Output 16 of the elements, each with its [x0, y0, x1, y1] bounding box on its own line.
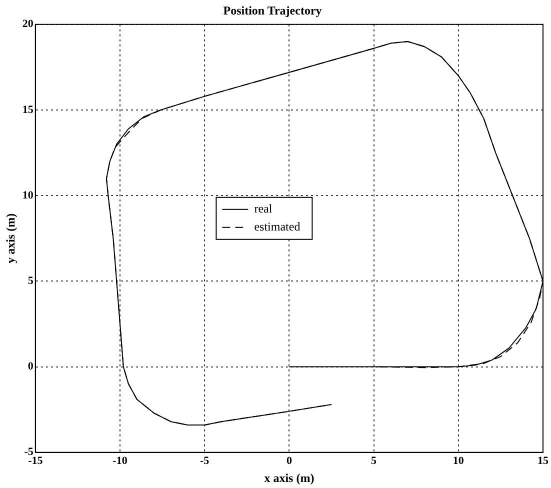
y-tick-label: 20 [22, 18, 34, 30]
y-axis-title: y axis (m) [3, 213, 18, 264]
x-tick-label: -5 [200, 454, 210, 467]
y-tick-label: 10 [22, 189, 34, 202]
y-tick-label: 5 [28, 275, 34, 288]
x-tick-label: -10 [112, 454, 128, 467]
legend-label: estimated [254, 220, 300, 234]
x-tick-label: 10 [452, 454, 464, 467]
legend-label: real [254, 202, 273, 216]
chart-title: Position Trajectory [223, 3, 322, 18]
x-axis-title: x axis (m) [264, 470, 314, 485]
x-tick-label: 0 [286, 454, 292, 467]
x-tick-label: 15 [538, 454, 549, 467]
y-tick-label: 0 [28, 360, 34, 373]
y-tick-label: 15 [22, 104, 34, 116]
x-tick-label: 5 [371, 454, 378, 467]
